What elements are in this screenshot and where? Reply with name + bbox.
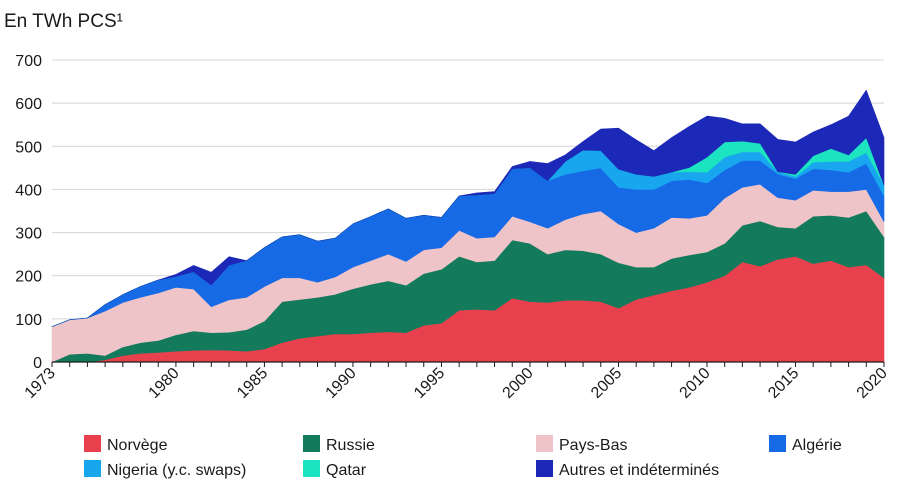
legend-swatch-russie <box>303 435 320 452</box>
legend-swatch-autres-et-indetermines <box>536 460 553 477</box>
y-tick-label: 600 <box>15 96 42 113</box>
legend-label-qatar: Qatar <box>326 462 367 479</box>
legend-label-nigeria-y-c-swaps: Nigeria (y.c. swaps) <box>107 462 246 479</box>
y-tick-label: 100 <box>15 312 42 329</box>
x-tick-label: 2005 <box>588 365 625 402</box>
legend-swatch-pays-bas <box>536 435 553 452</box>
unit-label: En TWh PCS¹ <box>4 11 123 32</box>
legend-swatch-qatar <box>303 460 320 477</box>
y-tick-label: 0 <box>33 355 42 372</box>
y-tick-label: 500 <box>15 139 42 156</box>
y-tick-label: 300 <box>15 226 42 243</box>
y-tick-label: 200 <box>15 269 42 286</box>
x-tick-label: 2000 <box>500 365 537 402</box>
legend-swatch-algerie <box>769 435 786 452</box>
y-axis: 0 100 200 300 400 500 600 700 <box>15 53 42 372</box>
x-tick-label: 2010 <box>677 365 714 402</box>
legend-swatch-nigeria-y-c-swaps <box>84 460 101 477</box>
y-tick-label: 700 <box>15 53 42 70</box>
x-tick-label: 2020 <box>854 365 891 402</box>
x-tick-label: 1985 <box>234 365 271 402</box>
legend-label-algerie: Algérie <box>792 437 842 454</box>
y-tick-label: 400 <box>15 182 42 199</box>
legend-label-pays-bas: Pays-Bas <box>559 437 627 454</box>
legend-label-autres-et-indetermines: Autres et indéterminés <box>559 462 719 479</box>
legend-label-russie: Russie <box>326 437 375 454</box>
x-axis: 1973 1980 1985 1990 1995 2000 2005 2010 2015 2020 <box>22 361 891 402</box>
legend: Norvège Russie Pays-Bas Algérie Nigeria (y.c… <box>84 435 842 479</box>
area-autres-et-indetermines <box>51 89 885 327</box>
stacked-areas <box>51 89 885 363</box>
x-tick-label: 1990 <box>323 365 360 402</box>
legend-label-norvege: Norvège <box>107 437 168 454</box>
x-tick-label: 1995 <box>411 365 448 402</box>
x-tick-label: 2015 <box>765 365 802 402</box>
x-tick-label: 1980 <box>146 365 183 402</box>
legend-swatch-norvege <box>84 435 101 452</box>
